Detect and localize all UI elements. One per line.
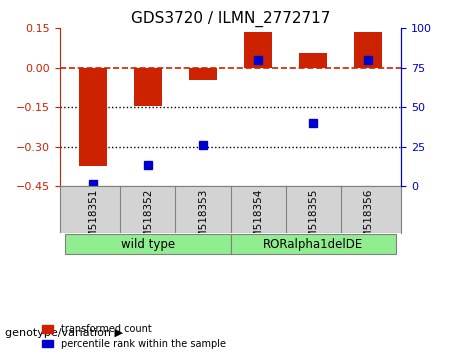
Bar — [355, 32, 382, 68]
Bar — [79, 68, 106, 166]
Text: GSM518352: GSM518352 — [143, 188, 153, 252]
FancyBboxPatch shape — [65, 234, 230, 255]
Legend: transformed count, percentile rank within the sample: transformed count, percentile rank withi… — [42, 324, 226, 349]
FancyBboxPatch shape — [230, 234, 396, 255]
Text: GSM518356: GSM518356 — [363, 188, 373, 252]
Bar — [134, 68, 162, 106]
Text: genotype/variation ▶: genotype/variation ▶ — [5, 328, 123, 338]
Text: wild type: wild type — [121, 238, 175, 251]
Text: GSM518355: GSM518355 — [308, 188, 318, 252]
Bar — [244, 32, 272, 68]
Text: RORalpha1delDE: RORalpha1delDE — [263, 238, 363, 251]
Bar — [189, 68, 217, 80]
Text: GSM518354: GSM518354 — [253, 188, 263, 252]
Text: GSM518351: GSM518351 — [88, 188, 98, 252]
Bar — [299, 53, 327, 68]
Text: GSM518353: GSM518353 — [198, 188, 208, 252]
Title: GDS3720 / ILMN_2772717: GDS3720 / ILMN_2772717 — [131, 11, 330, 27]
